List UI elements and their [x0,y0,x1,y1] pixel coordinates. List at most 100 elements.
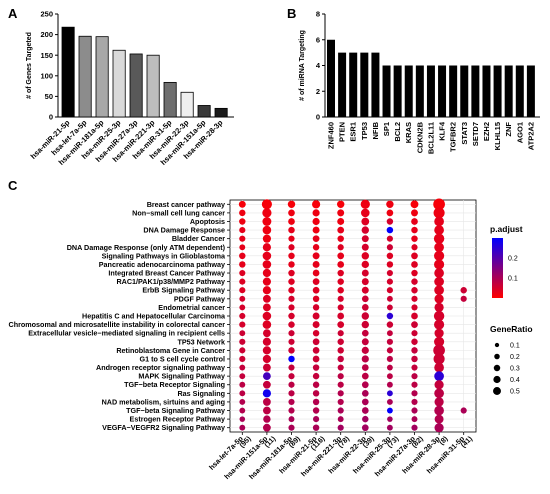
panel-c-dot [386,321,394,328]
panel-c-dot [386,209,394,217]
panel-c-dot [239,355,246,363]
panel-c-dot [337,398,344,406]
panel-a-y-tick-label: 150 [40,51,53,60]
panel-c-dot [312,364,320,371]
panel-letter-c: C [8,178,18,193]
panel-c-dot [361,252,369,260]
panel-c-dot [239,321,246,328]
panel-c-dot [312,407,320,414]
panel-b-x-tick-label: AGO1 [515,122,524,143]
panel-c-color-bar [492,238,503,298]
panel-b-x-tick-label: TGFBR2 [449,122,458,152]
panel-c-dot [262,225,272,235]
panel-c-dot [411,373,418,380]
panel-c-dot [239,338,246,345]
panel-c-dot [411,330,418,337]
panel-b-y-tick-label: 8 [316,10,320,19]
panel-c-dot [262,337,271,346]
panel-c-dot [386,278,393,285]
panel-c-dot [433,233,445,244]
panel-c-dot [337,252,345,260]
panel-c-size-legend-title: GeneRatio [490,324,533,334]
panel-c-dot [312,295,320,303]
panel-c-pathway-label: Extracellular vesicle−mediated signaling… [28,329,225,338]
panel-b-x-tick-label: PTEN [338,122,347,142]
panel-c-dot [262,320,272,329]
panel-c-dot [411,287,418,294]
panel-c-dot [312,338,320,346]
panel-c-dot [411,226,418,234]
panel-c-dot [434,423,444,433]
panel-c-dot [337,287,344,294]
panel-b-bar [449,65,458,117]
panel-c-dot [337,321,345,328]
panel-c-dot [288,424,295,431]
panel-c-dot [337,373,344,380]
panel-c-dot [288,381,295,388]
panel-c-dot [361,278,369,286]
panel-c-dot [386,304,393,311]
panel-c-dot [262,406,271,415]
panel-c-dot [434,225,444,235]
panel-c-dot [361,286,369,294]
panel-c-dot [337,347,344,354]
panel-b-x-tick-label: ZNF [504,122,513,137]
panel-c-dot [361,407,369,414]
panel-a-bar [129,53,143,118]
panel-c-dot [411,295,418,302]
panel-a-y-tick-label: 0 [49,113,53,122]
panel-c-dot [337,278,344,285]
panel-a-bar [146,54,160,118]
panel-c-dot [312,286,320,294]
panel-c-dot [262,294,271,303]
panel-c-dot [312,304,320,311]
panel-c-dot [337,218,345,225]
panel-c-dot [262,251,272,261]
panel-c-dot [386,330,393,337]
panel-c-dot [434,405,444,416]
panel-c-dot [434,294,444,304]
panel-c-dot [386,424,393,431]
panel-c-dot [386,218,394,225]
panel-c-dot [288,330,295,337]
panel-c-dot [239,209,246,217]
panel-c-dot [288,312,295,320]
panel-c-pathway-label: Integrated Breast Cancer Pathway [108,269,225,278]
panel-c-dot [262,423,271,432]
panel-b-y-tick-label: 0 [316,113,320,122]
panel-c-dot [361,260,369,269]
panel-c-pathway-label: Hepatitis C and Hepatocellular Carcinoma [82,312,226,321]
panel-c-dot [434,242,444,253]
panel-c-dot [386,200,394,208]
panel-c-dot [434,285,444,296]
panel-c-dot [434,388,444,399]
panel-c-dot [288,295,295,302]
panel-c-dot [239,373,246,380]
panel-c-dot [312,312,320,320]
panel-c-dot [434,397,444,407]
panel-c-dot [261,199,272,210]
panel-c-pathway-label: TP53 Network [177,337,225,346]
panel-b-bar [426,65,435,117]
panel-c-pathway-label: Androgen receptor signaling pathway [96,363,225,372]
panel-c-dot [386,364,393,371]
panel-c-dot [239,312,246,320]
panel-c-dot [239,278,246,285]
panel-c-dot [460,287,467,294]
panel-c-dot [361,320,369,329]
panel-c-dot [288,252,295,260]
panel-c-dot [337,244,344,251]
panel-a-bar [214,107,228,118]
panel-c-dot [239,390,246,397]
panel-c-dot [386,381,393,388]
panel-a-y-tick-label: 200 [40,30,53,39]
panel-c-dot [288,373,295,380]
panel-c-dot [288,235,295,242]
panel-c-pathway-label: TGF−beta Signaling Pathway [126,406,225,415]
panel-b-x-tick-label: SETD7 [471,122,480,146]
panel-c-dot [262,380,271,389]
panel-c-dot [337,312,345,320]
panel-b-bar [471,65,480,117]
panel-c-dot [288,347,295,354]
